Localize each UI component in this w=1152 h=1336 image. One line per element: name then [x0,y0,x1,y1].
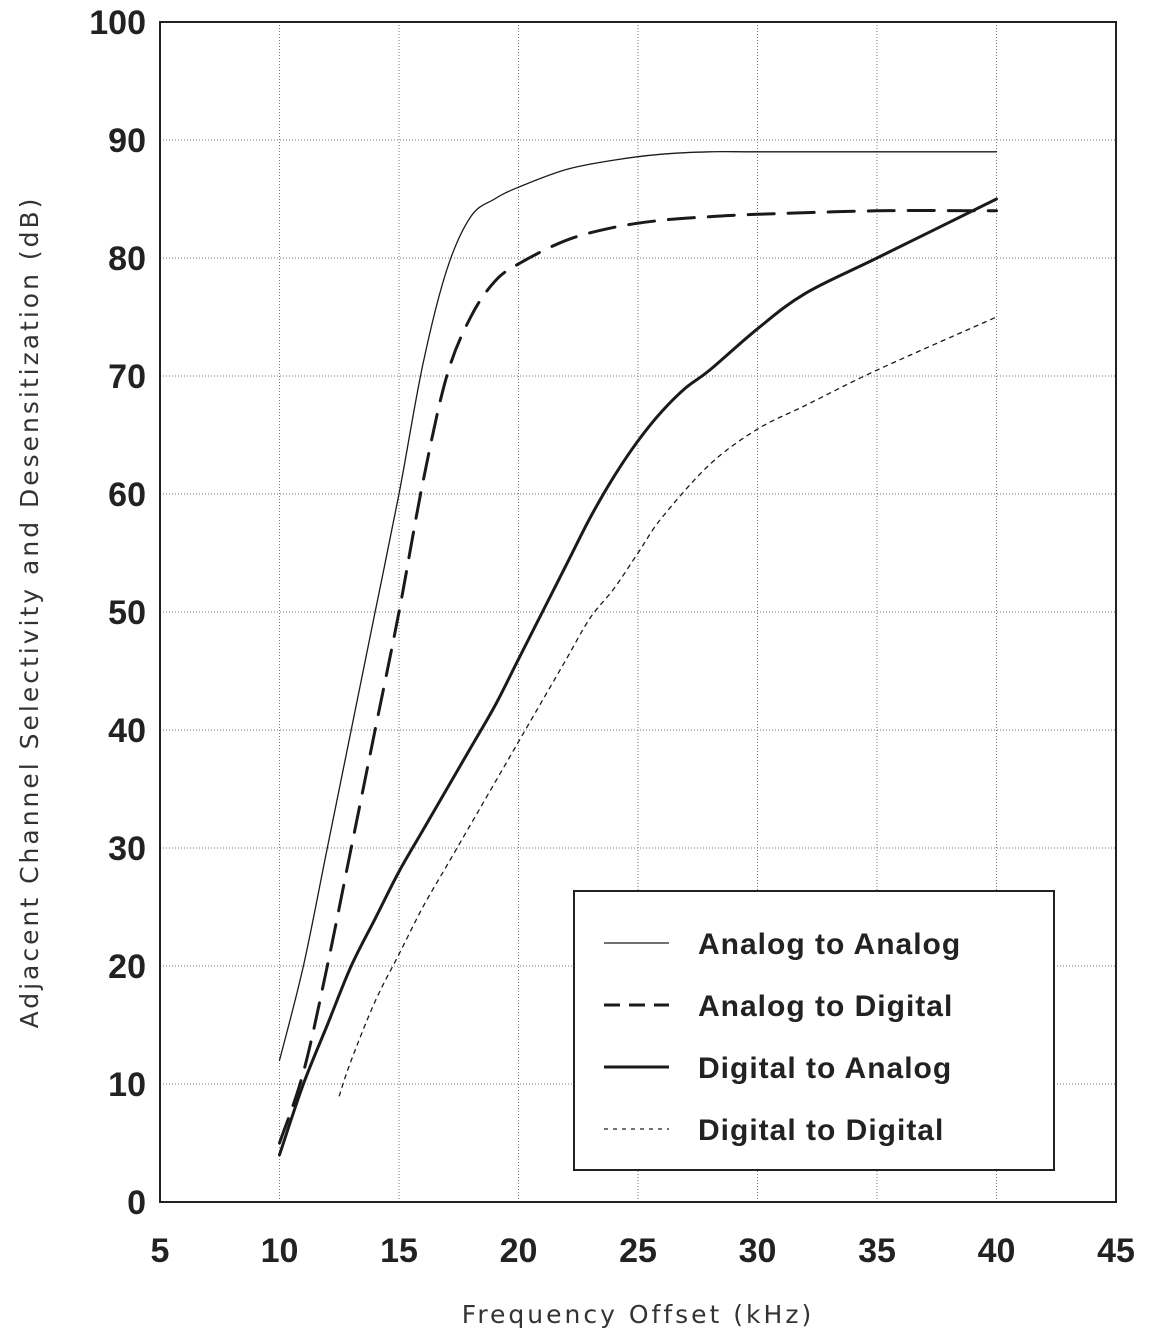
x-tick-label: 35 [858,1232,896,1270]
legend-label-digital-to-digital: Digital to Digital [698,1114,944,1147]
legend-label-analog-to-digital: Analog to Digital [698,990,953,1023]
y-tick-label: 40 [108,712,146,750]
y-tick-label: 90 [108,122,146,160]
legend: Analog to Analog Analog to Digital Digital… [573,890,1055,1171]
x-tick-label: 10 [261,1232,299,1270]
y-tick-label: 80 [108,240,146,278]
y-tick-label: 100 [89,4,146,42]
series-layer [278,150,998,1157]
y-tick-label: 60 [108,476,146,514]
x-tick-label: 20 [500,1232,538,1270]
x-tick-label: 15 [380,1232,418,1270]
x-tick-labels: 5 10 15 20 25 30 35 40 45 [151,1232,1135,1270]
y-tick-label: 20 [108,948,146,986]
x-tick-label: 40 [978,1232,1016,1270]
y-axis-label: Adjacent Channel Selectivity and Desensi… [15,196,44,1029]
series-line-digital-to-analog [278,197,998,1157]
x-tick-label: 25 [619,1232,657,1270]
y-tick-label: 0 [127,1184,146,1222]
legend-box [573,890,1055,1171]
x-tick-label: 45 [1097,1232,1135,1270]
y-tick-label: 70 [108,358,146,396]
y-tick-label: 50 [108,594,146,632]
series-line-analog-to-digital [278,209,998,1145]
legend-label-analog-to-analog: Analog to Analog [698,928,961,961]
legend-label-digital-to-analog: Digital to Analog [698,1052,952,1085]
x-tick-label: 5 [151,1232,170,1270]
x-tick-label: 30 [739,1232,777,1270]
y-tick-label: 10 [108,1066,146,1104]
series-line-analog-to-analog [278,150,998,1062]
x-axis-label: Frequency Offset (kHz) [462,1300,814,1329]
series-line-digital-to-digital [338,316,998,1097]
y-tick-label: 30 [108,830,146,868]
y-tick-labels: 0 10 20 30 40 50 60 70 80 90 100 [89,4,146,1222]
plot-frame [159,21,1117,1203]
